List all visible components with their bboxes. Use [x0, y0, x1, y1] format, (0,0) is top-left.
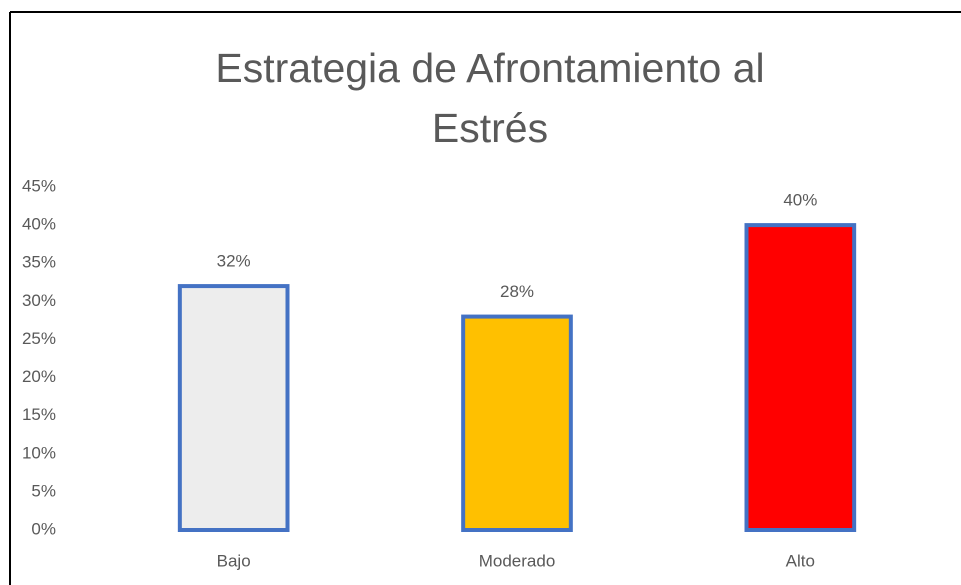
y-tick-label: 40%: [22, 215, 56, 234]
x-tick-label: Moderado: [479, 551, 556, 570]
x-tick-label: Bajo: [217, 551, 251, 570]
data-label: 28%: [500, 282, 534, 301]
y-tick-label: 15%: [22, 405, 56, 424]
y-tick-label: 45%: [22, 176, 56, 195]
data-label: 32%: [217, 252, 251, 271]
y-tick-label: 5%: [31, 481, 56, 500]
bar: [744, 223, 857, 532]
chart-title: Estrategia de Afrontamiento al Estrés: [215, 45, 765, 151]
bar: [461, 314, 573, 533]
y-tick-label: 0%: [31, 519, 56, 538]
y-tick-label: 10%: [22, 443, 56, 462]
y-tick-label: 35%: [22, 253, 56, 272]
data-label: 40%: [783, 191, 817, 210]
x-tick-label: Alto: [786, 551, 815, 570]
bar: [177, 284, 290, 533]
y-tick-label: 25%: [22, 329, 56, 348]
y-tick-label: 20%: [22, 367, 56, 386]
y-tick-label: 30%: [22, 291, 56, 310]
